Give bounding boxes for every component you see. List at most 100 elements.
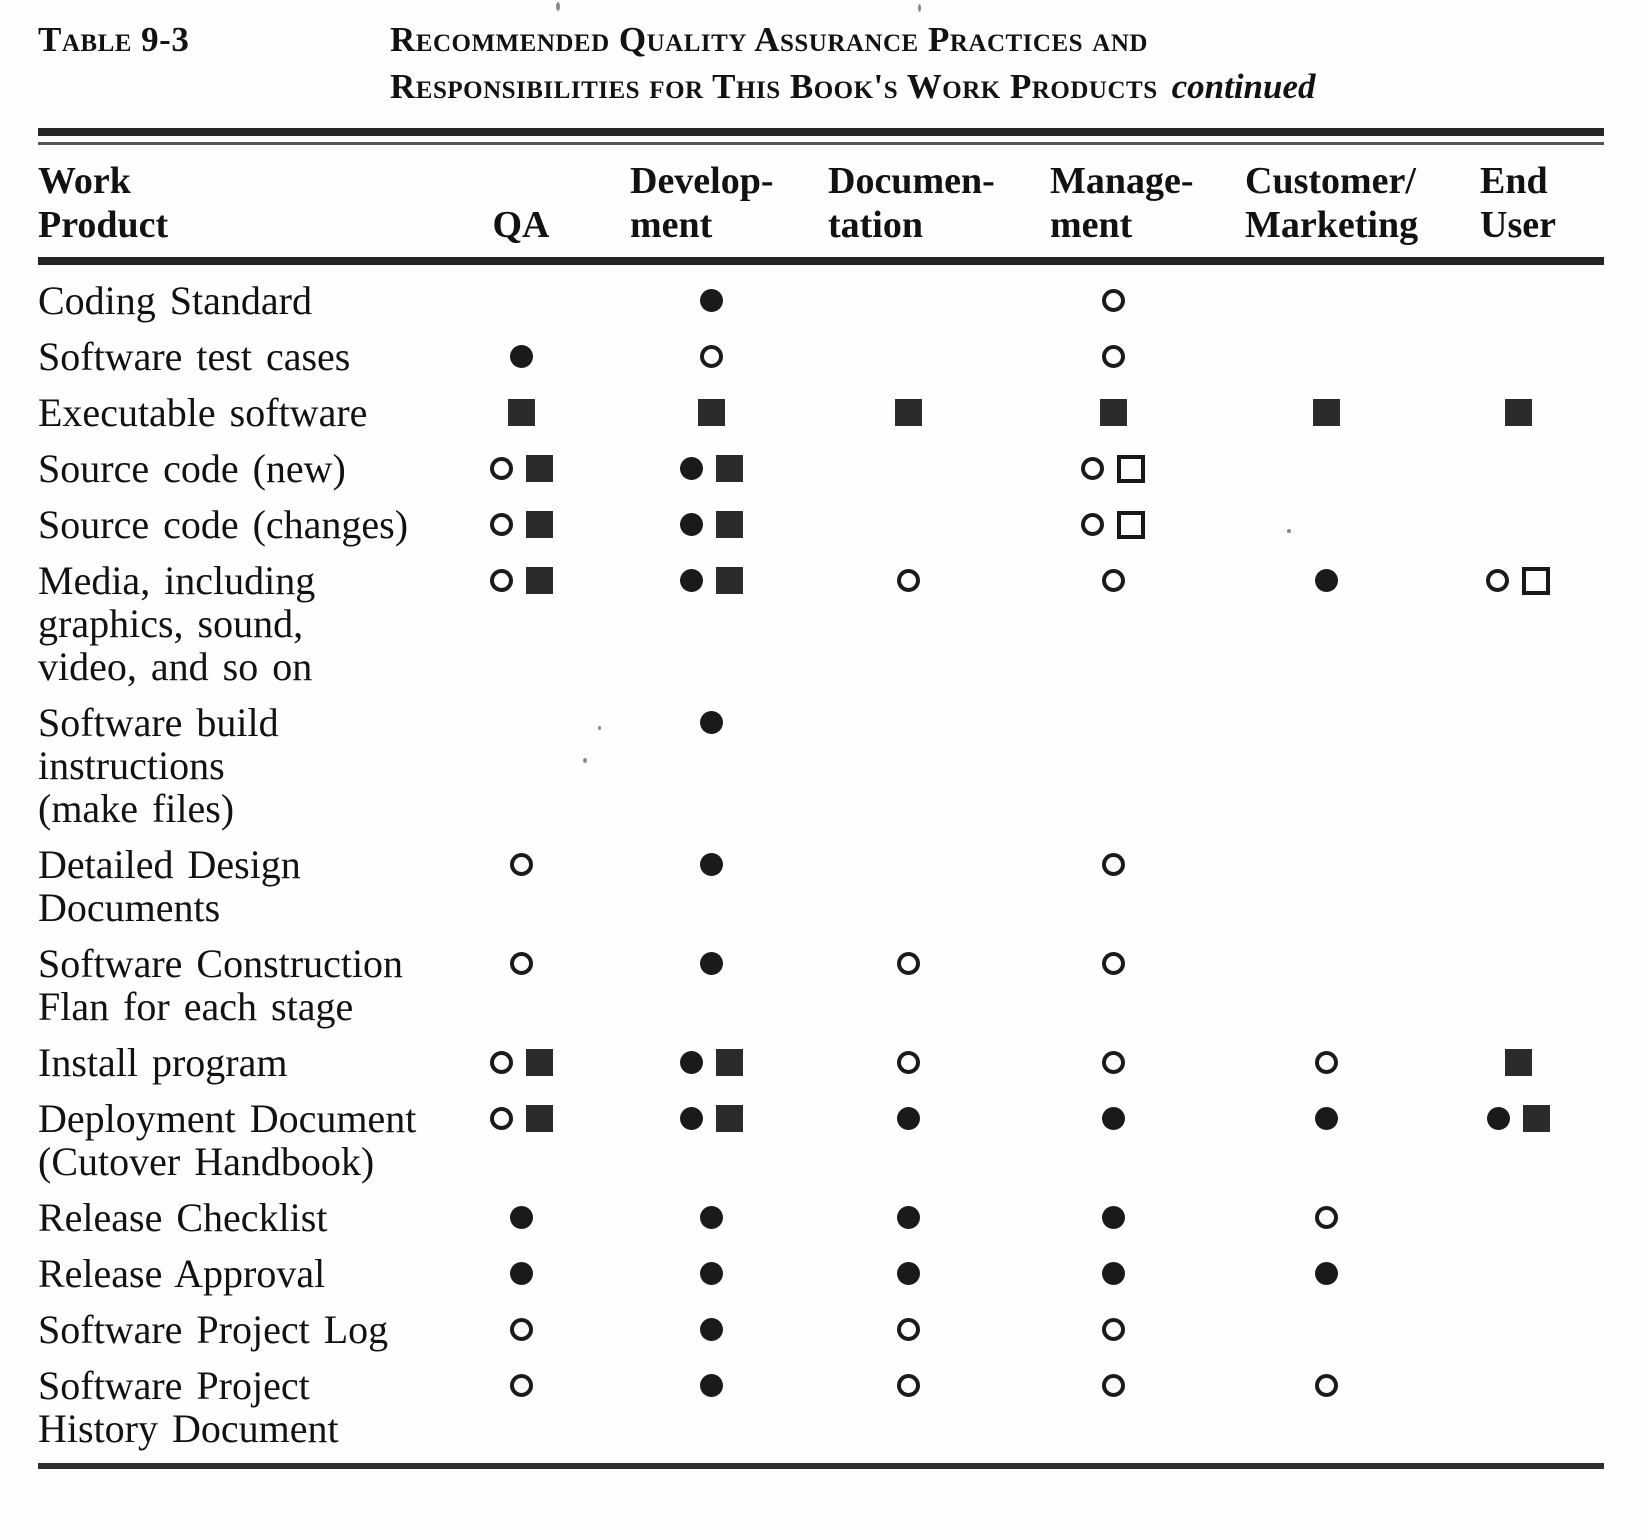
symbol-cell-qa [448, 1041, 594, 1084]
filled-circle-symbol [509, 345, 533, 368]
open-circle-symbol [489, 457, 513, 480]
column-header-documentation: Documen- tation [828, 160, 995, 246]
symbol-cell-end-user [1414, 1252, 1604, 1295]
work-product-label: Software Construction Flan for each stag… [38, 941, 404, 1029]
filled-circle-symbol [699, 1318, 723, 1341]
symbol-cell-development [594, 1041, 828, 1084]
open-circle-symbol [1101, 345, 1125, 368]
symbol-cell-customer-marketing [1238, 447, 1414, 490]
column-header-qa: QA [492, 204, 550, 246]
symbol-cell-end-user [1414, 391, 1604, 434]
filled-circle-symbol [679, 1051, 703, 1074]
filled-circle-symbol [896, 1262, 920, 1285]
symbol-cell-qa [448, 447, 594, 490]
filled-circle-symbol [896, 1107, 920, 1130]
work-product-label: Deployment Document (Cutover Handbook) [38, 1096, 417, 1184]
open-circle-symbol [896, 1374, 920, 1397]
filled-square-symbol [525, 1105, 553, 1132]
table-row: Software Construction Flan for each stag… [38, 942, 1604, 1028]
table-row: Software Project History Document [38, 1364, 1604, 1450]
filled-circle-symbol [1101, 1262, 1125, 1285]
filled-circle-symbol [699, 289, 723, 312]
symbol-cell-development [594, 279, 828, 322]
symbol-cell-management [988, 1308, 1238, 1351]
symbol-cell-end-user [1414, 1308, 1604, 1351]
work-product-label: Executable software [38, 390, 368, 435]
symbol-cell-end-user [1414, 843, 1604, 886]
table-row: Source code (new) [38, 447, 1604, 490]
symbol-cell-development [594, 701, 828, 744]
scan-speck [1287, 529, 1291, 533]
symbol-cell-documentation [828, 1041, 988, 1084]
work-product-label: Software build instructions (make files) [38, 700, 279, 831]
filled-circle-symbol [679, 1107, 703, 1130]
symbol-cell-management [988, 335, 1238, 378]
work-product-label: Coding Standard [38, 278, 312, 323]
filled-circle-symbol [699, 853, 723, 876]
filled-circle-symbol [896, 1206, 920, 1229]
symbol-cell-qa [448, 1097, 594, 1140]
open-circle-symbol [1314, 1051, 1338, 1074]
filled-circle-symbol [679, 457, 703, 480]
open-circle-symbol [1081, 457, 1104, 480]
filled-square-symbol [525, 511, 553, 538]
work-product-label: Software Project History Document [38, 1363, 339, 1451]
symbol-cell-qa [448, 843, 594, 886]
filled-circle-symbol [1314, 1262, 1338, 1285]
symbol-cell-documentation [828, 942, 988, 985]
symbol-cell-development [594, 1196, 828, 1239]
symbol-cell-management [988, 279, 1238, 322]
table-title-line1: Recommended Quality Assurance Practices … [390, 20, 1148, 59]
symbol-cell-documentation [828, 503, 988, 546]
filled-square-symbol [525, 1049, 553, 1076]
table-row: Coding Standard [38, 279, 1604, 322]
open-circle-symbol [509, 952, 533, 975]
table-row: Deployment Document (Cutover Handbook) [38, 1097, 1604, 1183]
symbol-cell-management [988, 447, 1238, 490]
symbol-cell-management [988, 1196, 1238, 1239]
table-row: Source code (changes) [38, 503, 1604, 546]
table-title-continued: continued [1171, 67, 1316, 106]
symbol-cell-customer-marketing [1238, 1196, 1414, 1239]
filled-square-symbol [1522, 1105, 1550, 1132]
symbol-cell-development [594, 1364, 828, 1407]
symbol-cell-management [988, 1041, 1238, 1084]
filled-square-symbol [525, 455, 553, 482]
symbol-cell-management [988, 701, 1238, 744]
work-product-label: Software Project Log [38, 1307, 389, 1352]
symbol-cell-management [988, 1364, 1238, 1407]
open-circle-symbol [1486, 569, 1509, 592]
filled-square-symbol [1099, 399, 1127, 426]
symbol-cell-customer-marketing [1238, 1041, 1414, 1084]
symbol-cell-end-user [1414, 335, 1604, 378]
table-title-line2-text: Responsibilities for This Book's Work Pr… [390, 67, 1158, 106]
scan-speck [583, 758, 587, 763]
filled-circle-symbol [1314, 569, 1338, 592]
filled-square-symbol [1504, 399, 1532, 426]
table-row: Install program [38, 1041, 1604, 1084]
symbol-cell-qa [448, 1196, 594, 1239]
symbol-cell-development [594, 1097, 828, 1140]
symbol-cell-development [594, 391, 828, 434]
symbol-cell-development [594, 559, 828, 602]
column-header-work-product: Work Product [38, 160, 169, 246]
table-row: Media, including graphics, sound, video,… [38, 559, 1604, 688]
symbol-cell-end-user [1414, 1097, 1604, 1140]
symbol-cell-qa [448, 335, 594, 378]
filled-square-symbol [1312, 399, 1340, 426]
symbol-cell-end-user [1414, 447, 1604, 490]
filled-square-symbol [507, 399, 535, 426]
table-body: Coding Standard Software test cases Execut… [38, 265, 1604, 1450]
table-row: Executable software [38, 391, 1604, 434]
filled-circle-symbol [699, 1374, 723, 1397]
symbol-cell-documentation [828, 279, 988, 322]
symbol-cell-documentation [828, 1252, 988, 1295]
symbol-cell-qa [448, 559, 594, 602]
scan-speck [918, 4, 921, 12]
symbol-cell-documentation [828, 559, 988, 602]
symbol-cell-customer-marketing [1238, 1364, 1414, 1407]
symbol-cell-customer-marketing [1238, 279, 1414, 322]
symbol-cell-end-user [1414, 1196, 1604, 1239]
filled-square-symbol [715, 567, 743, 594]
